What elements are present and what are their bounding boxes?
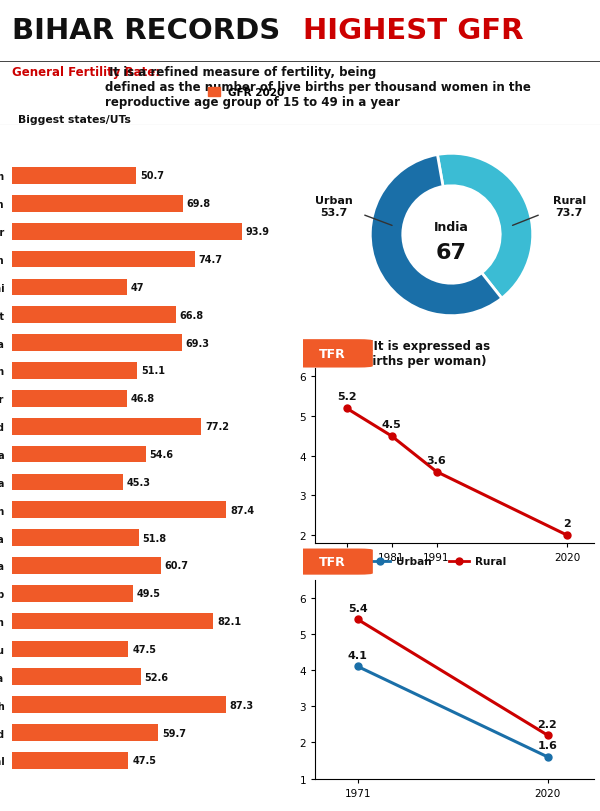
Bar [12,586,133,602]
Text: 1.6: 1.6 [538,740,557,750]
Urban [544,752,551,762]
Bar [12,530,139,547]
Bar [12,668,141,685]
Text: 5.4: 5.4 [348,603,367,613]
Text: Urban: Urban [396,556,432,567]
Text: 69.3: 69.3 [185,338,209,348]
Text: 50.7: 50.7 [140,171,164,181]
Bar [12,363,137,380]
Text: India: India [434,221,469,234]
Text: 49.5: 49.5 [137,589,161,599]
Text: Rural: Rural [475,556,506,567]
Text: 4.1: 4.1 [347,650,368,660]
Text: 47.5: 47.5 [132,644,156,654]
Text: 69.8: 69.8 [187,199,211,209]
Bar [12,251,195,268]
Text: 87.4: 87.4 [230,505,254,515]
Text: 67: 67 [436,243,467,263]
Text: 60.7: 60.7 [164,560,188,571]
Text: 52.6: 52.6 [145,672,169,682]
Wedge shape [437,154,533,299]
Rural [544,731,551,740]
Text: 87.3: 87.3 [230,700,254,710]
Bar [12,195,183,212]
Text: It is a refined measure of fertility, being
defined as the number of live births: It is a refined measure of fertility, be… [105,66,531,109]
Text: 74.7: 74.7 [199,255,223,264]
Text: 51.8: 51.8 [143,533,167,543]
Text: 54.6: 54.6 [149,449,173,460]
Bar [12,418,202,435]
Text: Biggest states/UTs: Biggest states/UTs [18,115,131,125]
Text: 59.7: 59.7 [162,727,186,738]
Rural [354,615,361,624]
Text: TFR: TFR [319,347,346,360]
Bar [12,474,123,491]
Text: 5.2: 5.2 [337,392,356,402]
Bar [12,224,242,240]
Text: 2.2: 2.2 [538,719,557,729]
Wedge shape [370,156,502,316]
Text: 66.8: 66.8 [179,311,203,320]
Bar [12,613,214,629]
Text: HIGHEST GFR: HIGHEST GFR [303,17,523,45]
Text: Rural
73.7: Rural 73.7 [553,196,586,217]
Text: 45.3: 45.3 [127,477,151,487]
Text: 47.5: 47.5 [132,756,156,766]
FancyBboxPatch shape [292,549,373,575]
Urban [354,662,361,672]
Bar [12,390,127,407]
Bar [12,557,161,574]
Text: General Fertility Rate:: General Fertility Rate: [12,66,160,79]
FancyBboxPatch shape [292,340,373,368]
Line: Rural: Rural [354,616,551,739]
Text: 47: 47 [131,282,145,293]
Bar [12,752,128,769]
Text: Urban
53.7: Urban 53.7 [315,196,353,217]
Bar [12,641,128,658]
Text: 2: 2 [563,519,571,529]
Text: 46.8: 46.8 [130,394,155,404]
Text: 93.9: 93.9 [246,227,270,237]
Text: 3.6: 3.6 [427,455,446,466]
Legend: GFR 2020: GFR 2020 [203,84,289,102]
Text: TFR: TFR [319,555,346,569]
Bar [12,697,226,713]
Bar [12,168,136,185]
Bar [12,279,127,296]
Text: BIHAR RECORDS: BIHAR RECORDS [12,17,290,45]
Line: Urban: Urban [354,663,551,761]
Bar [12,724,158,741]
Bar [12,446,146,463]
Bar [12,335,182,351]
Text: (It is expressed as
births per woman): (It is expressed as births per woman) [364,340,490,367]
Text: 51.1: 51.1 [141,366,165,376]
Text: 77.2: 77.2 [205,422,229,431]
Text: 4.5: 4.5 [382,419,401,430]
Bar [12,502,226,518]
Bar [12,307,176,324]
Text: 82.1: 82.1 [217,616,241,626]
